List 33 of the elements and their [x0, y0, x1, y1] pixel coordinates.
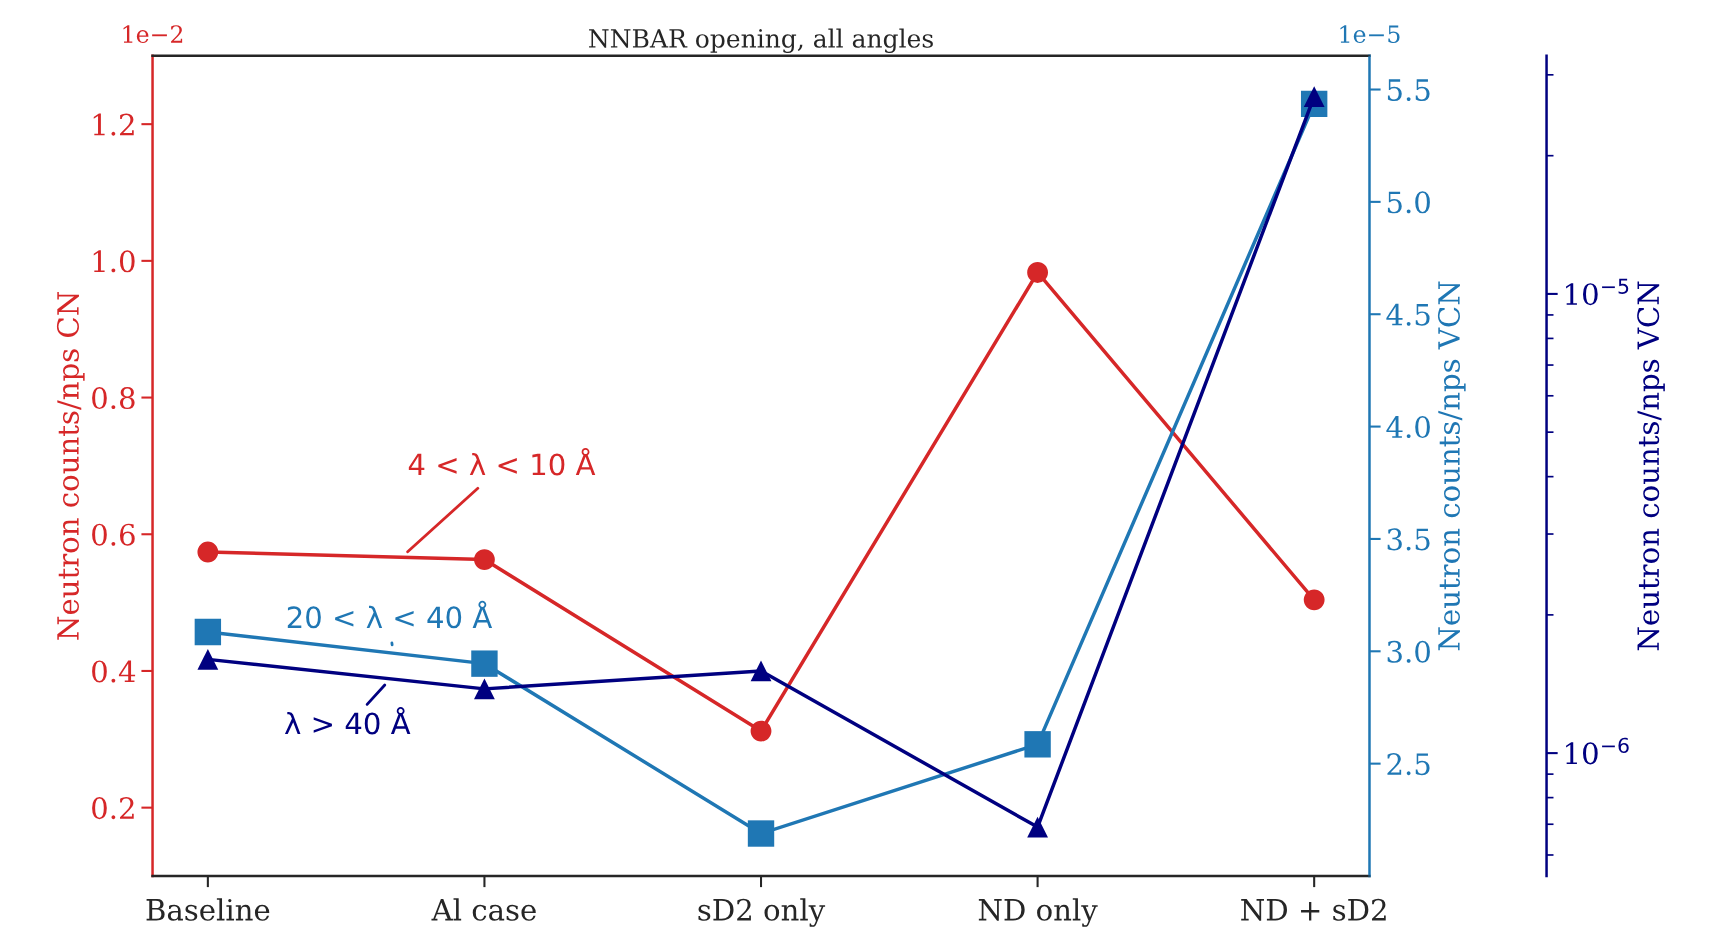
y-tick-label: 0.4 [92, 660, 136, 683]
y2-axis-title: Neutron counts/nps VCN [1437, 281, 1466, 651]
y2-tick-label: 5.0 [1387, 191, 1430, 214]
y3-axis-title: Neutron counts/nps VCN [1637, 281, 1665, 651]
chart-title: NNBAR opening, all angles [589, 28, 933, 54]
y-tick-label: 1.0 [93, 250, 135, 273]
y-tick-label: 0.8 [92, 386, 135, 410]
point [750, 660, 772, 682]
x-tick-label: sD2 only [698, 898, 826, 927]
x-tick-label: ND + sD2 [1241, 898, 1386, 921]
text: 4 < λ < 10 Å [408, 447, 596, 476]
y2-tick-label: 4.0 [1386, 416, 1430, 439]
y2-tick-label: 2.5 [1387, 753, 1430, 776]
y3-tick-label: 10$^{−6}$ [1566, 737, 1629, 765]
y2-tick-label: 5.5 [1387, 79, 1430, 102]
x-tick-label: Baseline [146, 898, 270, 921]
point [197, 648, 219, 670]
y2-tick-label: 4.5 [1386, 303, 1430, 326]
text: 1e−2 [123, 25, 183, 44]
y-tick-label: 1.2 [93, 113, 134, 136]
point [1027, 816, 1049, 838]
text: 1e−5 [1340, 25, 1400, 44]
legend-label: λ > 40 Å [284, 707, 411, 735]
y2-tick-label: 3.0 [1387, 640, 1430, 663]
y2-tick-label: 3.5 [1387, 528, 1430, 551]
y3-tick-label: 10$^{−5}$ [1566, 278, 1629, 306]
x-tick-label: ND only [978, 898, 1098, 927]
x-tick-label: Al case [431, 898, 536, 921]
y-tick-label: 0.2 [92, 797, 134, 820]
series-label: 20 < λ < 40 Å [287, 600, 493, 629]
y-tick-label: 0.6 [92, 523, 135, 546]
y-axis-title: Neutron counts/nps CN [56, 292, 85, 640]
point [474, 678, 495, 700]
